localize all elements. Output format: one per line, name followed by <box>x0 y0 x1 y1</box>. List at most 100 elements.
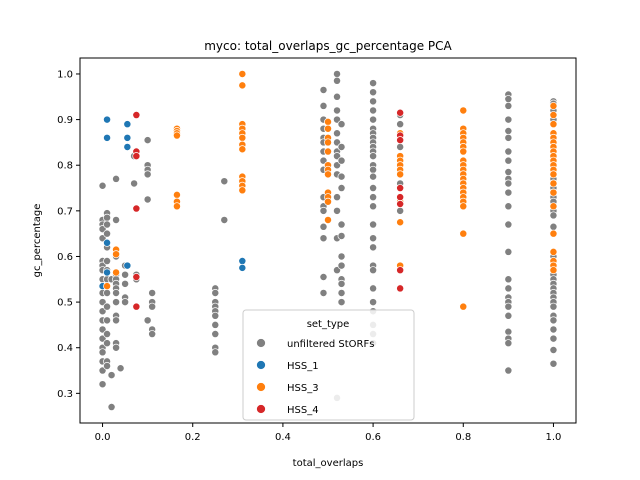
x-tick-label: 0.2 <box>185 432 201 443</box>
point-hss-1 <box>123 261 132 270</box>
point-unfiltered-storfs <box>333 106 341 115</box>
point-unfiltered-storfs <box>148 330 157 338</box>
point-unfiltered-storfs <box>121 279 130 288</box>
point-hss-3 <box>238 186 247 195</box>
point-hss-4 <box>396 266 405 275</box>
point-unfiltered-storfs <box>369 165 378 174</box>
legend: set_type unfiltered StORFs HSS_1 HSS_3 HSS_… <box>242 309 415 421</box>
point-hss-4 <box>132 111 141 119</box>
point-unfiltered-storfs <box>148 289 157 297</box>
point-unfiltered-storfs <box>504 202 513 211</box>
point-unfiltered-storfs <box>112 298 121 307</box>
point-unfiltered-storfs <box>103 213 112 222</box>
point-unfiltered-storfs <box>112 289 121 297</box>
point-unfiltered-storfs <box>369 202 378 211</box>
point-hss-1 <box>103 133 112 142</box>
point-hss-4 <box>132 302 141 311</box>
point-hss-3 <box>459 202 468 211</box>
point-hss-3 <box>324 170 332 179</box>
point-hss-3 <box>396 170 405 179</box>
point-hss-4 <box>396 184 405 192</box>
point-unfiltered-storfs <box>116 364 125 373</box>
point-unfiltered-storfs <box>396 206 405 215</box>
y-tick-label: 0.5 <box>57 298 73 309</box>
point-hss-3 <box>103 282 112 291</box>
point-unfiltered-storfs <box>369 243 378 252</box>
point-unfiltered-storfs <box>319 289 328 297</box>
point-unfiltered-storfs <box>337 252 346 261</box>
y-tick-label: 0.4 <box>57 343 73 354</box>
point-unfiltered-storfs <box>220 177 229 186</box>
point-unfiltered-storfs <box>504 220 513 229</box>
point-hss-1 <box>123 120 132 129</box>
point-unfiltered-storfs <box>319 222 328 231</box>
point-unfiltered-storfs <box>211 311 220 320</box>
point-unfiltered-storfs <box>504 133 513 142</box>
legend-label-hss-3: HSS_3 <box>287 383 319 394</box>
point-unfiltered-storfs <box>504 179 513 188</box>
point-unfiltered-storfs <box>549 316 558 325</box>
point-hss-3 <box>549 179 558 188</box>
point-hss-3 <box>238 145 247 154</box>
point-hss-3 <box>324 147 332 156</box>
point-unfiltered-storfs <box>337 156 346 165</box>
point-hss-3 <box>112 250 121 259</box>
point-unfiltered-storfs <box>369 172 378 181</box>
point-unfiltered-storfs <box>549 346 558 354</box>
point-unfiltered-storfs <box>369 234 378 243</box>
point-unfiltered-storfs <box>337 279 346 288</box>
point-hss-3 <box>459 229 468 238</box>
point-hss-3 <box>459 147 468 156</box>
point-hss-4 <box>396 136 405 145</box>
point-unfiltered-storfs <box>211 289 220 297</box>
point-unfiltered-storfs <box>549 334 558 343</box>
point-unfiltered-storfs <box>333 193 341 202</box>
point-unfiltered-storfs <box>103 302 112 311</box>
point-unfiltered-storfs <box>103 289 112 297</box>
point-unfiltered-storfs <box>369 106 378 115</box>
legend-marker-unfiltered-storfs <box>256 338 266 348</box>
point-unfiltered-storfs <box>504 101 513 110</box>
point-unfiltered-storfs <box>369 115 378 124</box>
point-unfiltered-storfs <box>337 220 346 229</box>
point-hss-1 <box>103 115 112 124</box>
point-hss-3 <box>324 117 332 126</box>
point-unfiltered-storfs <box>319 85 328 94</box>
point-unfiltered-storfs <box>337 261 346 270</box>
point-hss-3 <box>324 216 332 224</box>
point-unfiltered-storfs <box>549 211 558 220</box>
chart-title: myco: total_overlaps_gc_percentage PCA <box>204 39 452 53</box>
point-unfiltered-storfs <box>98 181 107 190</box>
point-unfiltered-storfs <box>504 127 513 135</box>
point-unfiltered-storfs <box>143 316 152 325</box>
point-unfiltered-storfs <box>369 284 378 293</box>
point-unfiltered-storfs <box>107 371 116 380</box>
legend-marker-hss-4 <box>256 404 266 414</box>
point-unfiltered-storfs <box>103 229 112 238</box>
point-unfiltered-storfs <box>103 220 112 229</box>
point-unfiltered-storfs <box>549 222 558 231</box>
point-hss-3 <box>324 197 332 206</box>
point-unfiltered-storfs <box>333 92 341 101</box>
x-tick-label: 0.6 <box>365 432 381 443</box>
point-unfiltered-storfs <box>369 97 378 106</box>
plot-points <box>98 70 558 411</box>
point-hss-4 <box>132 204 141 213</box>
point-unfiltered-storfs <box>369 79 378 88</box>
point-unfiltered-storfs <box>504 311 513 320</box>
point-unfiltered-storfs <box>369 152 378 161</box>
point-unfiltered-storfs <box>504 302 513 311</box>
point-unfiltered-storfs <box>112 316 121 325</box>
point-unfiltered-storfs <box>121 270 130 279</box>
point-hss-3 <box>238 81 247 90</box>
point-unfiltered-storfs <box>143 136 152 145</box>
point-hss-3 <box>549 266 558 275</box>
y-tick-label: 0.8 <box>57 161 73 172</box>
point-hss-3 <box>172 131 181 140</box>
legend-marker-hss-3 <box>256 382 266 392</box>
point-unfiltered-storfs <box>98 348 107 357</box>
y-tick-label: 0.3 <box>57 389 73 400</box>
point-unfiltered-storfs <box>337 298 346 307</box>
legend-marker-hss-1 <box>256 360 266 370</box>
x-axis-label: total_overlaps <box>293 458 364 469</box>
